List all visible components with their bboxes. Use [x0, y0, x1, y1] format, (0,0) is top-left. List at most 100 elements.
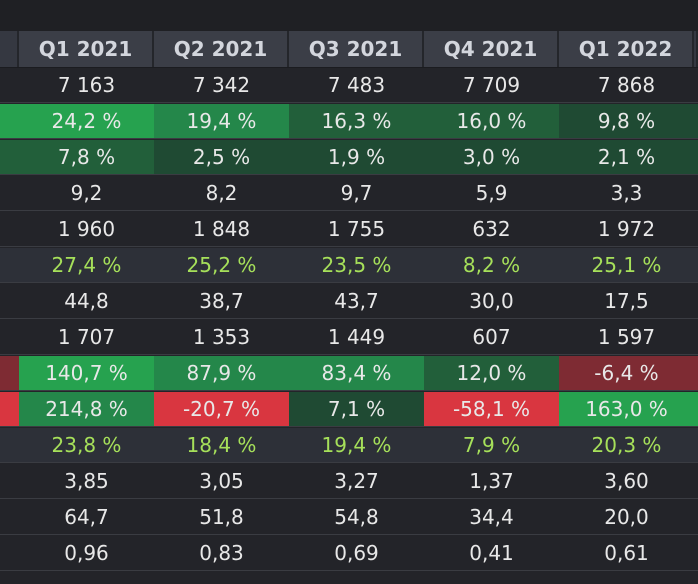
- table-cell: 7 342: [192, 73, 251, 97]
- table-row: 0,96 0,83 0,69 0,41 0,61: [0, 536, 698, 571]
- table-cell: 163,0 %: [559, 392, 694, 426]
- row-stub: [0, 392, 19, 426]
- table-row: 3,85 3,05 3,27 1,37 3,60: [0, 464, 698, 499]
- table-cell: 1 848: [192, 217, 251, 241]
- table-cell: 7 868: [597, 73, 656, 97]
- table-row: 214,8 % -20,7 % 7,1 % -58,1 % 163,0 %: [0, 392, 698, 427]
- table-cell: 9,8 %: [559, 104, 694, 138]
- table-cell: 9,7: [340, 181, 373, 205]
- header-edge: [694, 31, 698, 67]
- table-cell: 1 960: [57, 217, 116, 241]
- table-cell: 607: [472, 325, 511, 349]
- table-cell: 16,3 %: [289, 104, 424, 138]
- top-bar: [0, 0, 698, 31]
- table-cell: 3,27: [334, 469, 379, 493]
- table-cell: 25,2 %: [186, 253, 257, 277]
- table-cell: 3,85: [64, 469, 109, 493]
- table-row: 140,7 % 87,9 % 83,4 % 12,0 % -6,4 %: [0, 356, 698, 391]
- table-row: 23,8 % 18,4 % 19,4 % 7,9 % 20,3 %: [0, 428, 698, 463]
- table-cell: 19,4 %: [321, 433, 392, 457]
- header-stub: [0, 31, 19, 67]
- table-cell: 83,4 %: [289, 356, 424, 390]
- table-cell: 632: [472, 217, 511, 241]
- table-cell: 5,9: [475, 181, 508, 205]
- table-cell: 1,37: [469, 469, 514, 493]
- table-row: 1 707 1 353 1 449 607 1 597: [0, 320, 698, 355]
- table-cell: 20,0: [604, 505, 649, 529]
- table-cell: 0,61: [604, 541, 649, 565]
- table-cell: 9,2: [70, 181, 103, 205]
- table-row: 1 960 1 848 1 755 632 1 972: [0, 212, 698, 247]
- table-row: 7,8 % 2,5 % 1,9 % 3,0 % 2,1 %: [0, 140, 698, 175]
- table-cell: 54,8: [334, 505, 379, 529]
- table-row: 44,8 38,7 43,7 30,0 17,5: [0, 284, 698, 319]
- table-cell: 1 972: [597, 217, 656, 241]
- table-cell: 17,5: [604, 289, 649, 313]
- table-cell: 3,3: [610, 181, 643, 205]
- table-cell: 18,4 %: [186, 433, 257, 457]
- table-cell: 2,1 %: [559, 140, 694, 174]
- table-cell: 0,41: [469, 541, 514, 565]
- table-cell: 0,83: [199, 541, 244, 565]
- column-header[interactable]: Q4 2021: [424, 31, 559, 67]
- table-cell: 87,9 %: [154, 356, 289, 390]
- table-row: 64,7 51,8 54,8 34,4 20,0: [0, 500, 698, 535]
- table-cell: 1 353: [192, 325, 251, 349]
- table-cell: 7,8 %: [19, 140, 154, 174]
- table-cell: 7,1 %: [289, 392, 424, 426]
- table-cell: 8,2 %: [462, 253, 521, 277]
- table-cell: 25,1 %: [591, 253, 662, 277]
- table-row: 24,2 % 19,4 % 16,3 % 16,0 % 9,8 %: [0, 104, 698, 139]
- table-cell: 23,8 %: [51, 433, 122, 457]
- table-cell: 7 483: [327, 73, 386, 97]
- row-stub: [0, 356, 19, 390]
- column-header[interactable]: Q2 2021: [154, 31, 289, 67]
- column-header[interactable]: Q1 2021: [19, 31, 154, 67]
- table-cell: 30,0: [469, 289, 514, 313]
- table-cell: 3,05: [199, 469, 244, 493]
- table-cell: 2,5 %: [154, 140, 289, 174]
- table-cell: 3,60: [604, 469, 649, 493]
- table-cell: 3,0 %: [424, 140, 559, 174]
- table-header: Q1 2021 Q2 2021 Q3 2021 Q4 2021 Q1 2022: [0, 31, 698, 69]
- table-cell: 1,9 %: [289, 140, 424, 174]
- table-cell: 27,4 %: [51, 253, 122, 277]
- table-cell: -20,7 %: [154, 392, 289, 426]
- table-cell: 44,8: [64, 289, 109, 313]
- table-cell: 7 709: [462, 73, 521, 97]
- table-cell: 51,8: [199, 505, 244, 529]
- table-cell: 64,7: [64, 505, 109, 529]
- table-cell: 140,7 %: [19, 356, 154, 390]
- table-cell: -6,4 %: [559, 356, 694, 390]
- table-cell: 38,7: [199, 289, 244, 313]
- row-edge: [694, 356, 698, 390]
- table-cell: 7 163: [57, 73, 116, 97]
- column-header[interactable]: Q3 2021: [289, 31, 424, 67]
- table-cell: 1 449: [327, 325, 386, 349]
- row-edge: [694, 104, 698, 138]
- table-cell: 24,2 %: [19, 104, 154, 138]
- table-cell: -58,1 %: [424, 392, 559, 426]
- table-cell: 43,7: [334, 289, 379, 313]
- table-cell: 20,3 %: [591, 433, 662, 457]
- row-edge: [694, 392, 698, 426]
- table-cell: 16,0 %: [424, 104, 559, 138]
- column-header[interactable]: Q1 2022: [559, 31, 694, 67]
- table-cell: 214,8 %: [19, 392, 154, 426]
- row-edge: [694, 140, 698, 174]
- table-cell: 0,69: [334, 541, 379, 565]
- row-stub: [0, 140, 19, 174]
- table-row: 9,2 8,2 9,7 5,9 3,3: [0, 176, 698, 211]
- row-stub: [0, 104, 19, 138]
- table-cell: 1 755: [327, 217, 386, 241]
- table-cell: 34,4: [469, 505, 514, 529]
- table-cell: 1 707: [57, 325, 116, 349]
- table-cell: 1 597: [597, 325, 656, 349]
- table-cell: 12,0 %: [424, 356, 559, 390]
- table-row: 7 163 7 342 7 483 7 709 7 868: [0, 68, 698, 103]
- table-cell: 7,9 %: [462, 433, 521, 457]
- table-row: 27,4 % 25,2 % 23,5 % 8,2 % 25,1 %: [0, 248, 698, 283]
- table-cell: 19,4 %: [154, 104, 289, 138]
- table-cell: 8,2: [205, 181, 238, 205]
- table-cell: 0,96: [64, 541, 109, 565]
